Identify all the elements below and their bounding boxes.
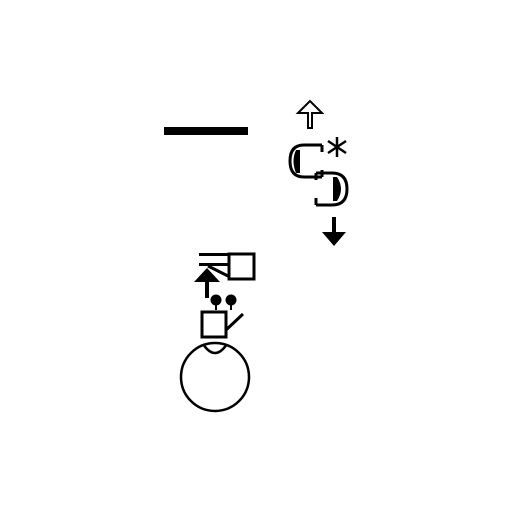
square-with-bars-icon	[199, 252, 256, 281]
two-dots-icon	[210, 294, 237, 310]
circle-with-notch-icon	[179, 341, 251, 413]
asterisk-icon	[327, 137, 347, 157]
horizontal-bar-icon	[164, 127, 248, 135]
hollow-up-arrow-icon	[295, 99, 325, 129]
filled-up-arrow-icon	[194, 268, 220, 298]
half-filled-c-icon	[288, 143, 324, 179]
half-filled-reversed-c-icon	[314, 171, 349, 207]
filled-down-arrow-icon	[322, 217, 346, 246]
square-with-stroke-icon	[200, 310, 245, 339]
